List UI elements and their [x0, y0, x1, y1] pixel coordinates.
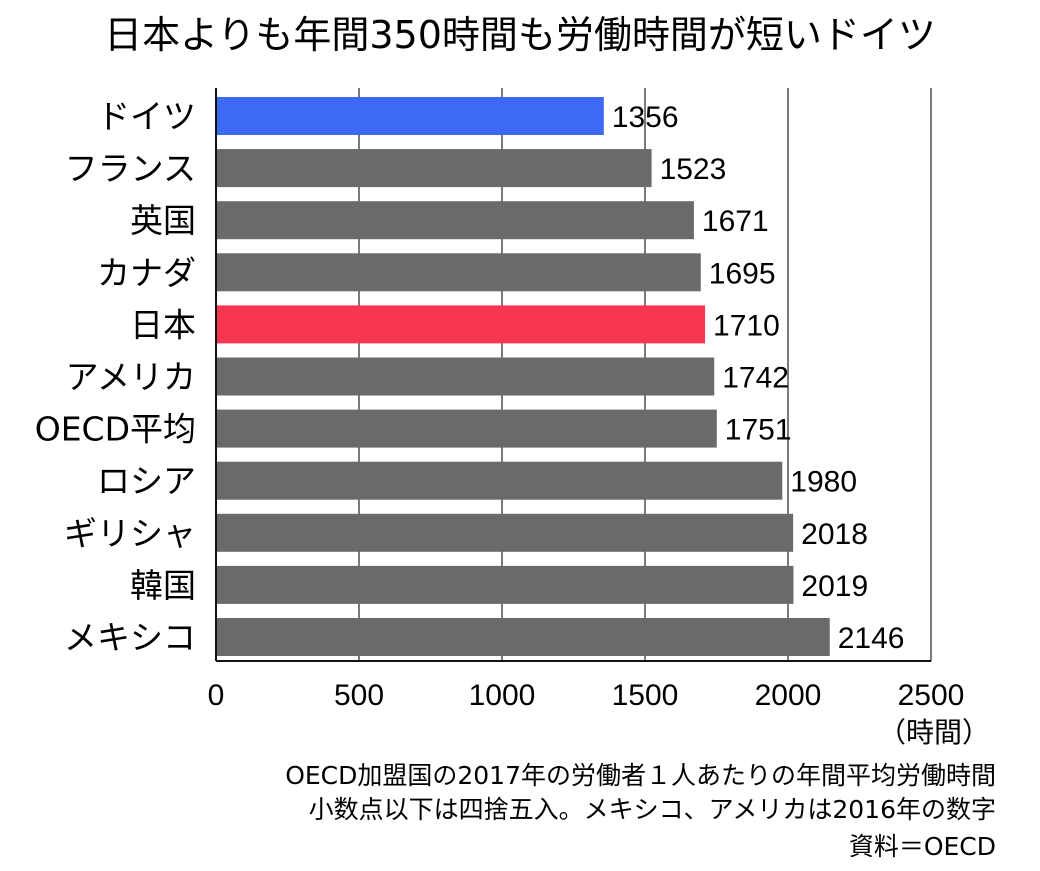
- x-tick-label-0: 0: [208, 679, 225, 712]
- bar-10: [216, 618, 830, 656]
- value-label-2: 1671: [702, 205, 769, 238]
- x-tick-label-1000: 1000: [469, 679, 536, 712]
- value-label-8: 2018: [801, 518, 868, 551]
- x-tick-label-2000: 2000: [755, 679, 822, 712]
- value-label-3: 1695: [709, 257, 776, 290]
- category-label-5: アメリカ: [66, 358, 196, 397]
- bar-7: [216, 461, 783, 500]
- footnote-0: OECD加盟国の2017年の労働者１人あたりの年間平均労働時間: [285, 761, 996, 790]
- bar-2: [216, 201, 694, 240]
- value-label-0: 1356: [612, 101, 679, 134]
- x-tick-label-2500: 2500: [898, 679, 965, 712]
- footnote-2: 資料＝OECD: [849, 832, 996, 861]
- bar-9: [216, 565, 794, 604]
- bar-8: [216, 513, 794, 552]
- category-label-0: ドイツ: [97, 97, 196, 136]
- axes: [215, 88, 931, 662]
- category-label-1: フランス: [65, 149, 196, 188]
- value-label-6: 1751: [725, 414, 792, 447]
- x-axis-unit-label: （時間）: [878, 716, 990, 749]
- category-label-6: OECD平均: [35, 410, 196, 449]
- value-label-4: 1710: [713, 309, 780, 342]
- bar-3: [216, 253, 701, 292]
- category-label-10: メキシコ: [64, 618, 196, 657]
- category-label-9: 韓国: [130, 566, 196, 605]
- category-label-2: 英国: [130, 201, 196, 240]
- value-label-9: 2019: [801, 570, 868, 603]
- value-label-10: 2146: [838, 622, 905, 655]
- chart-title: 日本よりも年間350時間も労働時間が短いドイツ: [104, 13, 936, 57]
- bar-5: [216, 357, 715, 396]
- bar-0: [216, 97, 604, 135]
- category-label-4: 日本: [130, 305, 196, 344]
- bar-4: [216, 305, 706, 344]
- category-label-7: ロシア: [97, 462, 196, 501]
- x-tick-label-500: 500: [334, 679, 384, 712]
- category-label-3: カナダ: [97, 253, 196, 292]
- x-tick-label-1500: 1500: [612, 679, 679, 712]
- bar-6: [216, 409, 717, 448]
- value-label-5: 1742: [722, 362, 789, 395]
- footnote-1: 小数点以下は四捨五入。メキシコ、アメリカは2016年の数字: [309, 795, 996, 824]
- bars: [216, 97, 830, 656]
- value-label-7: 1980: [790, 466, 857, 499]
- value-label-1: 1523: [660, 153, 727, 186]
- bar-1: [216, 149, 652, 188]
- category-label-8: ギリシャ: [64, 514, 196, 553]
